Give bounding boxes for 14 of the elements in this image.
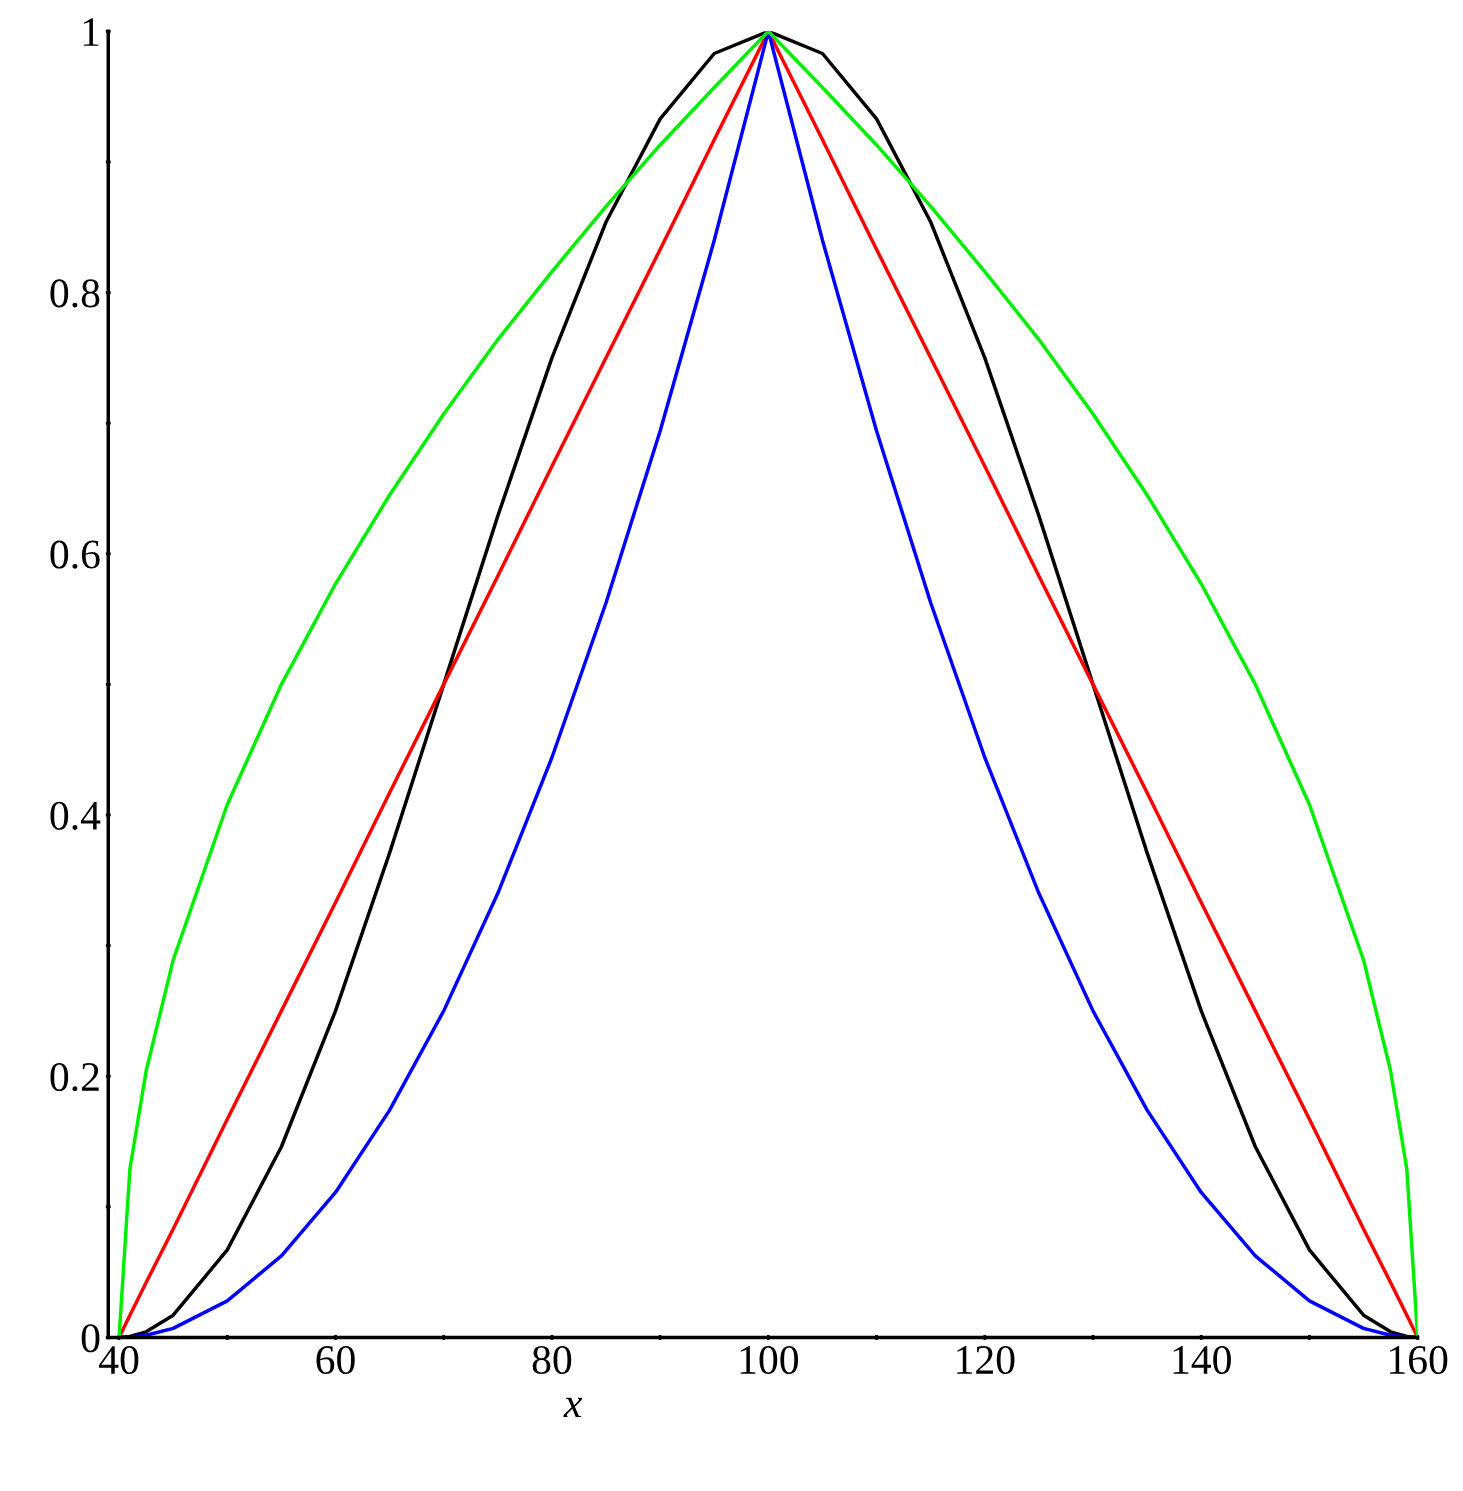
x-tick-label: 120 [957, 1345, 1015, 1375]
y-tick-label: 0 [81, 1324, 100, 1353]
x-tick-label: 80 [532, 1345, 572, 1375]
y-tick-label: 0.2 [50, 1062, 99, 1092]
x-tick-label: 160 [1390, 1345, 1448, 1375]
x-tick-label: 60 [316, 1345, 355, 1375]
x-tick-label: 40 [99, 1345, 139, 1375]
x-axis-title: x [563, 1397, 583, 1417]
y-tick-label: 0.8 [50, 279, 100, 308]
x-tick-label: 140 [1173, 1345, 1231, 1375]
y-tick-label: 0.6 [50, 540, 100, 569]
x-tick-label: 100 [740, 1345, 799, 1375]
y-tick-label: 1 [83, 18, 99, 46]
y-tick-label: 0.4 [50, 801, 101, 831]
